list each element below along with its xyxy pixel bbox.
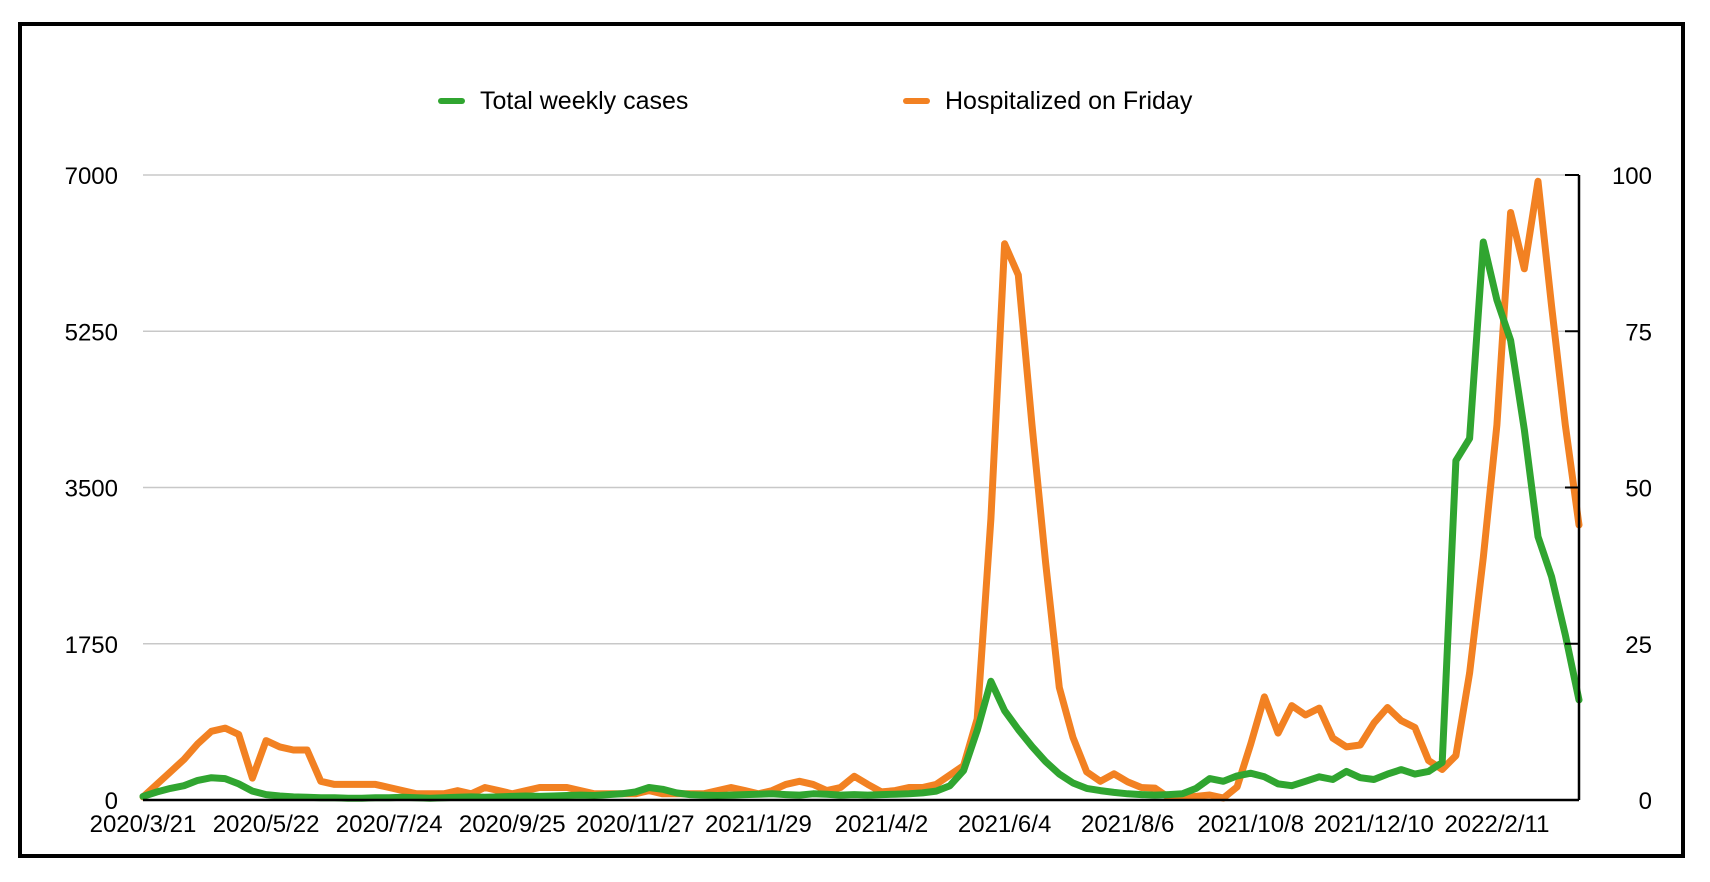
x-axis-tick-label: 2021/12/10 [1314,811,1434,838]
y-axis-left-tick-label: 0 [105,788,118,815]
x-axis-tick-label: 2020/3/21 [90,811,197,838]
legend-swatch-orange-icon [903,98,930,104]
x-axis-tick-label: 2020/9/25 [459,811,566,838]
legend-label-hospitalized-on-friday: Hospitalized on Friday [945,87,1193,115]
y-axis-left-tick-label: 5250 [65,319,118,346]
chart-outer-frame [18,22,1685,858]
x-axis-tick-label: 2020/7/24 [336,811,443,838]
x-axis-tick-label: 2021/4/2 [835,811,928,838]
x-axis-tick-label: 2021/10/8 [1197,811,1304,838]
y-axis-right-tick-label: 0 [1639,788,1652,815]
x-axis-tick-label: 2021/6/4 [958,811,1051,838]
x-axis-tick-label: 2022/2/11 [1444,811,1549,838]
x-axis-tick-label: 2021/8/6 [1081,811,1174,838]
legend-swatch-green-icon [438,98,465,104]
y-axis-right-tick-label: 75 [1625,319,1652,346]
y-axis-right-tick-label: 25 [1625,632,1652,659]
legend-label-total-weekly-cases: Total weekly cases [480,87,689,115]
series-line-hospitalized-on-friday [139,177,1583,802]
y-axis-right-tick-label: 100 [1612,163,1652,190]
series-line-total-weekly-cases [139,238,1583,802]
y-axis-right-tick-label: 50 [1625,476,1652,503]
legend-item-total-weekly-cases: Total weekly cases [438,84,688,118]
chart-legend: Total weekly cases Hospitalized on Frida… [0,84,1710,118]
legend-item-hospitalized-on-friday: Hospitalized on Friday [903,84,1192,118]
y-axis-left-tick-label: 7000 [65,163,118,190]
x-axis-tick-label: 2021/1/29 [705,811,812,838]
x-axis-tick-label: 2020/11/27 [576,811,694,838]
y-axis-left-tick-label: 1750 [65,632,118,659]
y-axis-left-tick-label: 3500 [65,476,118,503]
x-axis-tick-label: 2020/5/22 [213,811,320,838]
